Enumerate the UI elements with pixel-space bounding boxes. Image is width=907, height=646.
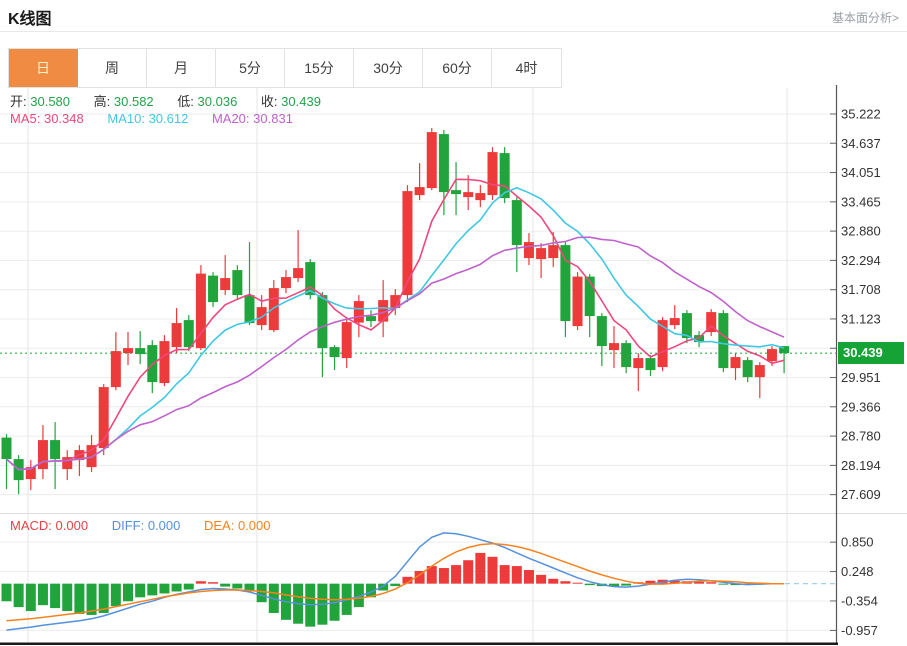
macd-value: 0.000 — [55, 518, 89, 533]
ma5-value: 30.348 — [43, 111, 84, 126]
high-value: 30.582 — [113, 94, 154, 109]
macd-tick-label: 0.248 — [841, 564, 874, 579]
price-tick-label: 34.637 — [841, 136, 881, 151]
high-label: 高: — [93, 94, 111, 109]
diff-label: DIFF: — [111, 518, 145, 533]
tab-timeframe-3[interactable]: 月 — [147, 49, 216, 87]
macd-tick-label: -0.957 — [841, 623, 878, 638]
price-tick-label: 27.609 — [841, 487, 881, 502]
macd-label: MACD: — [10, 518, 52, 533]
tab-timeframe-6[interactable]: 30分 — [354, 49, 423, 87]
tab-timeframe-7[interactable]: 60分 — [423, 49, 492, 87]
close-value: 30.439 — [281, 94, 321, 109]
low-label: 低: — [177, 94, 194, 109]
diff-value: 0.000 — [147, 518, 181, 533]
header-divider — [0, 31, 907, 32]
current-price-badge: 30.439 — [838, 342, 904, 364]
ma10-value: 30.612 — [148, 111, 189, 126]
dea-value: 0.000 — [237, 518, 271, 533]
ma10-label: MA10: — [107, 111, 145, 126]
open-label: 开: — [10, 94, 27, 109]
price-tick-label: 33.465 — [841, 194, 881, 209]
page-title: K线图 — [8, 11, 52, 28]
price-tick-label: 29.951 — [841, 370, 881, 385]
timeframe-tab-bar: 日周月 5分 15分 30分 60分 4时 — [8, 48, 562, 88]
tab-timeframe-4[interactable]: 5分 — [216, 49, 285, 87]
low-value: 30.036 — [197, 94, 238, 109]
price-tick-label: 28.780 — [841, 429, 881, 444]
tab-timeframe-5[interactable]: 15分 — [285, 49, 354, 87]
open-value: 30.580 — [30, 94, 71, 109]
tab-timeframe-8[interactable]: 4时 — [515, 60, 538, 76]
macd-tick-label: -0.354 — [841, 593, 878, 608]
ma20-label: MA20: — [211, 111, 250, 126]
fundamental-analysis-link[interactable]: 基本面分析> — [831, 11, 899, 25]
tab-timeframe-2[interactable]: 周 — [78, 49, 147, 87]
close-label: 收: — [260, 94, 278, 109]
macd-tick-label: 0.850 — [841, 535, 874, 550]
price-tick-label: 34.051 — [841, 165, 881, 180]
ma5-label: MA5: — [10, 111, 41, 126]
ma20-value: 30.831 — [253, 111, 293, 126]
tab-timeframe-1[interactable]: 日 — [9, 49, 78, 87]
price-tick-label: 28.194 — [841, 458, 881, 473]
price-tick-label: 31.708 — [841, 282, 881, 297]
dea-label: DEA: — [203, 518, 235, 533]
ma-legend: MA5: 30.348 MA10: 30.612 MA20: 30.831 — [10, 111, 313, 126]
price-tick-label: 35.222 — [841, 107, 881, 122]
price-tick-label: 32.294 — [841, 253, 881, 268]
price-tick-label: 32.880 — [841, 224, 881, 239]
price-tick-label: 29.366 — [841, 399, 881, 414]
ohlc-legend: 开: 30.580 高: 30.582 低: 30.036 收: 30.439 — [10, 91, 341, 110]
macd-legend: MACD: 0.000 DIFF: 0.000 DEA: 0.000 — [10, 518, 291, 533]
price-tick-label: 31.123 — [841, 311, 881, 326]
